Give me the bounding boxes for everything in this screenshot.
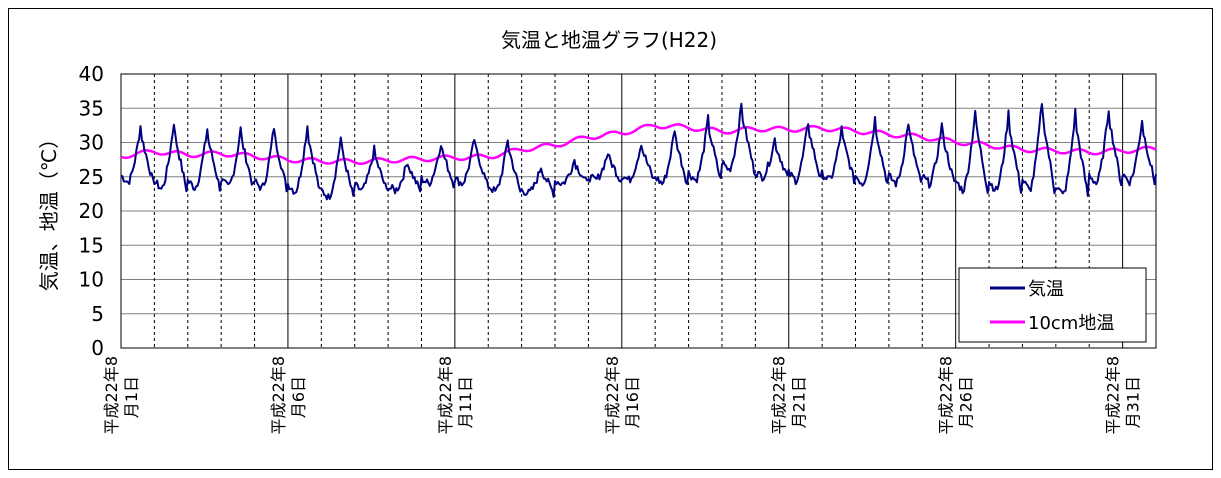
y-tick-5: 5 [91, 302, 104, 326]
y-tick-25: 25 [79, 165, 104, 189]
series-lines [120, 102, 1157, 201]
y-tick-40: 40 [79, 62, 104, 86]
x-tick-label-1-line1: 平成22年8 [102, 356, 121, 435]
x-tick-label-26-line1: 平成22年8 [937, 356, 956, 435]
legend-label-soil: 10cm地温 [1028, 313, 1114, 334]
legend: 気温 10cm地温 [958, 267, 1147, 343]
y-tick-15: 15 [79, 233, 104, 257]
legend-box [958, 267, 1147, 343]
chart-outer-border [8, 8, 1213, 470]
x-tick-label-1-line2: 月1日 [122, 376, 141, 418]
x-tick-labels: 平成22年8 月1日 平成22年8 月6日 平成22年8 月11日 平成22年8 月16日 平成… [102, 356, 1143, 435]
x-tick-label-21-line1: 平成22年8 [770, 356, 789, 435]
series-line-air-temp [120, 102, 1157, 201]
plot-area [120, 73, 1157, 349]
y-tick-35: 35 [79, 96, 104, 120]
x-tick-label-16-line1: 平成22年8 [603, 356, 622, 435]
y-tick-10: 10 [79, 268, 104, 292]
y-tick-20: 20 [79, 199, 104, 223]
series-line-soil-10cm [120, 123, 1157, 166]
y-axis-label: 気温、地温（℃） [37, 129, 61, 291]
x-tick-label-31-line2: 月31日 [1124, 376, 1143, 428]
y-tick-labels: 0 5 10 15 20 25 30 35 40 [79, 62, 104, 360]
x-tick-label-6-line1: 平成22年8 [269, 356, 288, 435]
y-tick-0: 0 [91, 336, 104, 360]
x-tick-label-26-line2: 月26日 [957, 376, 976, 428]
x-tick-label-6-line2: 月6日 [289, 376, 308, 418]
x-tick-label-11-line1: 平成22年8 [436, 356, 455, 435]
y-tick-30: 30 [79, 131, 104, 155]
x-tick-label-16-line2: 月16日 [623, 376, 642, 428]
chart-title: 気温と地温グラフ(H22) [501, 28, 717, 52]
x-tick-label-21-line2: 月21日 [790, 376, 809, 428]
x-tick-label-11-line2: 月11日 [456, 376, 475, 428]
x-tick-label-31-line1: 平成22年8 [1104, 356, 1123, 435]
legend-label-temp: 気温 [1028, 279, 1064, 300]
